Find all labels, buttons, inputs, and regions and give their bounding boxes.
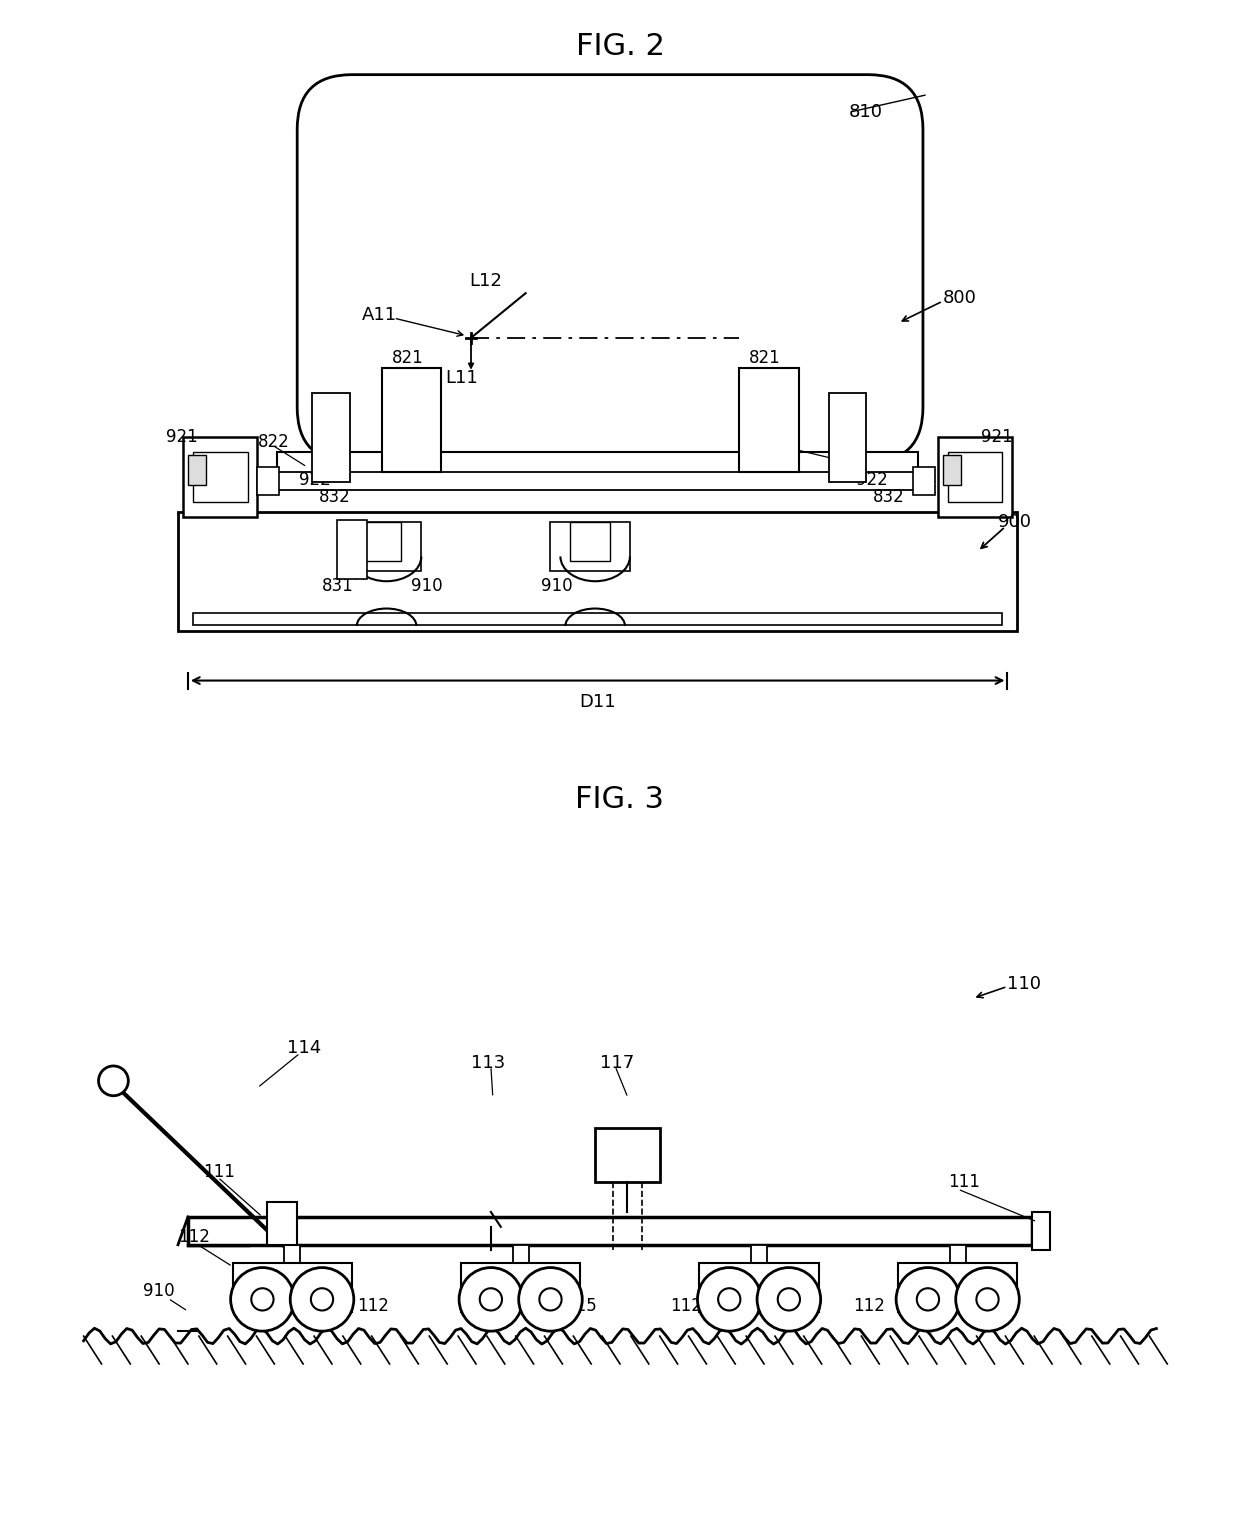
Bar bbox=[551, 522, 630, 572]
Bar bbox=[184, 438, 258, 517]
Circle shape bbox=[718, 1289, 740, 1310]
Bar bbox=[898, 1263, 1017, 1313]
Text: A11: A11 bbox=[362, 307, 397, 323]
Bar bbox=[337, 520, 367, 580]
Bar bbox=[461, 1263, 580, 1313]
Text: 921: 921 bbox=[166, 429, 198, 447]
Circle shape bbox=[758, 1267, 821, 1331]
Circle shape bbox=[777, 1289, 800, 1310]
Text: 900: 900 bbox=[997, 512, 1032, 531]
Text: 800: 800 bbox=[942, 290, 977, 307]
Text: L11: L11 bbox=[445, 369, 477, 387]
Text: 831: 831 bbox=[322, 576, 353, 595]
Text: 822: 822 bbox=[258, 433, 289, 451]
Bar bbox=[258, 467, 279, 494]
Text: FIG. 3: FIG. 3 bbox=[575, 785, 665, 814]
Text: 821: 821 bbox=[392, 349, 423, 366]
Bar bbox=[950, 1244, 966, 1263]
Bar bbox=[312, 392, 350, 482]
Bar bbox=[828, 392, 867, 482]
Circle shape bbox=[231, 1267, 294, 1331]
Text: 810: 810 bbox=[848, 104, 883, 122]
Circle shape bbox=[897, 1267, 960, 1331]
FancyBboxPatch shape bbox=[298, 75, 923, 462]
Text: 116: 116 bbox=[491, 1298, 522, 1316]
Bar bbox=[947, 451, 1002, 502]
Bar bbox=[268, 1202, 298, 1244]
Bar bbox=[284, 1244, 300, 1263]
Text: 113: 113 bbox=[471, 1054, 505, 1072]
Bar bbox=[570, 522, 610, 561]
Circle shape bbox=[252, 1289, 274, 1310]
Text: 111: 111 bbox=[947, 1173, 980, 1191]
Text: 822: 822 bbox=[759, 433, 791, 451]
Circle shape bbox=[976, 1289, 998, 1310]
Bar bbox=[699, 1263, 818, 1313]
Bar bbox=[739, 368, 799, 471]
Text: 114: 114 bbox=[288, 1039, 321, 1057]
Text: 112: 112 bbox=[357, 1298, 388, 1316]
Bar bbox=[188, 454, 206, 485]
Text: 111: 111 bbox=[203, 1164, 234, 1182]
Circle shape bbox=[98, 1066, 128, 1096]
Text: 112: 112 bbox=[179, 1228, 210, 1246]
Bar bbox=[179, 512, 1017, 631]
Circle shape bbox=[311, 1289, 334, 1310]
Bar bbox=[342, 522, 422, 572]
Bar bbox=[913, 467, 935, 494]
Bar bbox=[233, 1263, 352, 1313]
Text: 112: 112 bbox=[670, 1298, 702, 1316]
Text: 821: 821 bbox=[749, 349, 781, 366]
Text: 910: 910 bbox=[144, 1283, 175, 1301]
Bar bbox=[278, 451, 918, 474]
Text: 115: 115 bbox=[565, 1298, 598, 1316]
Text: 110: 110 bbox=[1007, 974, 1042, 993]
Bar bbox=[937, 438, 1012, 517]
Circle shape bbox=[480, 1289, 502, 1310]
Text: FIG. 2: FIG. 2 bbox=[575, 32, 665, 61]
Text: 832: 832 bbox=[319, 488, 351, 506]
Circle shape bbox=[459, 1267, 522, 1331]
Text: 910: 910 bbox=[541, 576, 572, 595]
Bar bbox=[1032, 1212, 1050, 1249]
Bar bbox=[942, 454, 961, 485]
Text: D11: D11 bbox=[579, 694, 615, 711]
Text: 921: 921 bbox=[981, 429, 1012, 447]
Text: 910: 910 bbox=[412, 576, 443, 595]
Bar bbox=[362, 522, 402, 561]
Circle shape bbox=[518, 1267, 583, 1331]
Text: 922: 922 bbox=[857, 471, 888, 490]
Text: 117: 117 bbox=[600, 1054, 635, 1072]
Bar bbox=[193, 613, 1002, 625]
Bar bbox=[595, 1127, 660, 1182]
Circle shape bbox=[956, 1267, 1019, 1331]
Text: 832: 832 bbox=[873, 488, 905, 506]
Text: 922: 922 bbox=[299, 471, 331, 490]
Bar bbox=[512, 1244, 528, 1263]
Text: 112: 112 bbox=[853, 1298, 885, 1316]
Bar bbox=[263, 471, 932, 490]
Bar bbox=[193, 451, 248, 502]
Circle shape bbox=[697, 1267, 761, 1331]
Bar bbox=[382, 368, 441, 471]
Circle shape bbox=[290, 1267, 353, 1331]
Bar bbox=[751, 1244, 768, 1263]
Circle shape bbox=[539, 1289, 562, 1310]
Text: L12: L12 bbox=[469, 273, 502, 290]
Bar bbox=[188, 1217, 1032, 1244]
Circle shape bbox=[916, 1289, 939, 1310]
